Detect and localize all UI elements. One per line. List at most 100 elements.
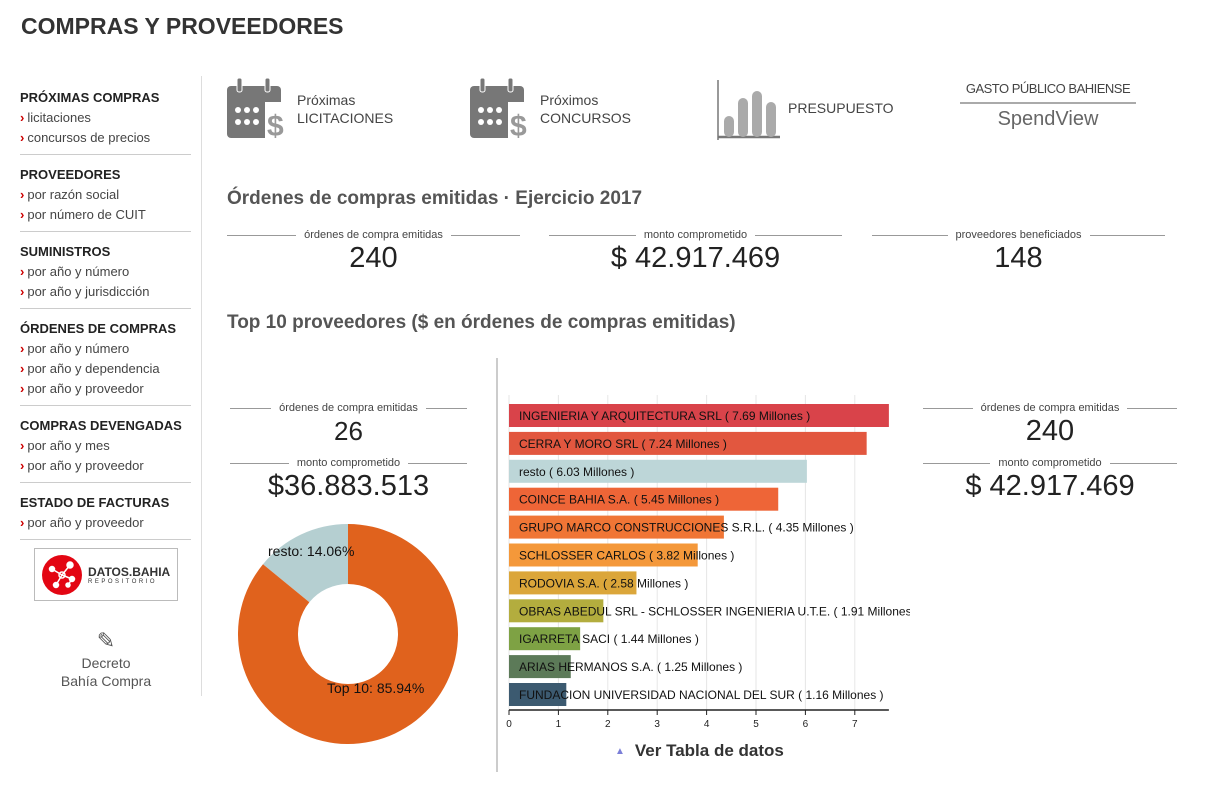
stat-value: 240	[1025, 415, 1075, 447]
nav-concursos[interactable]: $ Próximos CONCURSOS	[470, 78, 631, 140]
total-monto: monto comprometido $ 42.917.469	[923, 457, 1177, 503]
ver-tabla-button[interactable]: ▲ Ver Tabla de datos	[615, 741, 784, 761]
top10-ordenes: órdenes de compra emitidas 26	[230, 402, 467, 448]
network-icon	[42, 554, 82, 595]
chevron-right-icon: ›	[20, 341, 25, 356]
sidebar-link[interactable]: › por año y proveedor	[20, 379, 191, 399]
slice-label: resto: 14.06%	[268, 543, 354, 559]
calendar-dollar-icon: $	[227, 78, 285, 140]
bar-label: INGENIERIA Y ARQUITECTURA SRL ( 7.69 Mil…	[519, 409, 810, 423]
sidebar-link[interactable]: › concursos de precios	[20, 128, 191, 148]
decreto-line2: Bahía Compra	[60, 673, 152, 689]
stat-value: $ 42.917.469	[610, 242, 781, 274]
sidebar-heading: ESTADO DE FACTURAS	[20, 495, 170, 510]
calendar-dollar-icon: $	[470, 78, 528, 140]
bar[interactable]	[509, 655, 571, 679]
sidebar-link[interactable]: › por razón social	[20, 185, 191, 205]
total-ordenes: órdenes de compra emitidas 240	[923, 402, 1177, 448]
bar[interactable]	[509, 683, 567, 706]
nav-label-2: LICITACIONES	[297, 110, 394, 126]
bar[interactable]	[509, 543, 698, 567]
donut-slice[interactable]	[237, 524, 459, 744]
bar[interactable]	[509, 404, 889, 427]
bar-label: IGARRETA SACI ( 1.44 Millones )	[519, 632, 699, 646]
stat-value: 240	[349, 242, 398, 274]
sidebar-section: PRÓXIMAS COMPRAS › licitaciones › concursos …	[20, 86, 191, 155]
top10-monto: monto comprometido $36.883.513	[230, 457, 467, 503]
stat-value: 148	[994, 242, 1043, 274]
sidebar-link[interactable]: › por año y dependencia	[20, 359, 191, 379]
sidebar-section: PROVEEDORES › por razón social › por número …	[20, 163, 191, 232]
sidebar-link-label: por año y dependencia	[27, 361, 160, 376]
sidebar-heading: COMPRAS DEVENGADAS	[20, 418, 182, 433]
document-edit-icon: ✎	[96, 628, 116, 653]
datos-bahia-logo[interactable]: DATOS.BAHIA REPOSITORIO	[34, 548, 178, 601]
x-tick-label: 5	[753, 719, 759, 730]
bar-label: ARIAS HERMANOS S.A. ( 1.25 Millones )	[519, 660, 742, 674]
nav-label-1: Próximas	[297, 92, 356, 108]
nav-label: PRESUPUESTO	[788, 100, 894, 116]
bar[interactable]	[509, 599, 604, 623]
stat-proveedores: proveedores beneficiados 148	[872, 229, 1165, 275]
sidebar-section: ESTADO DE FACTURAS › por año y proveedor	[20, 491, 191, 540]
sidebar-link[interactable]: › por año y proveedor	[20, 456, 191, 476]
chevron-right-icon: ›	[20, 438, 25, 453]
bar-chart: INGENIERIA Y ARQUITECTURA SRL ( 7.69 Mil…	[506, 395, 910, 730]
bar-label: GRUPO MARCO CONSTRUCCIONES S.R.L. ( 4.35…	[519, 521, 854, 535]
sidebar: PRÓXIMAS COMPRAS › licitaciones › concursos …	[20, 86, 191, 548]
sidebar-link-label: por año y número	[27, 341, 130, 356]
sidebar-heading: ÓRDENES DE COMPRAS	[20, 321, 177, 336]
x-tick-label: 6	[803, 719, 809, 730]
sidebar-section: SUMINISTROS › por año y número › por año y j…	[20, 240, 191, 309]
sidebar-heading: SUMINISTROS	[20, 244, 111, 259]
nav-licitaciones[interactable]: $ Próximas LICITACIONES	[227, 78, 393, 140]
spendview-top: GASTO PÚBLICO BAHIENSE	[960, 81, 1136, 104]
stat-label: monto comprometido	[549, 229, 842, 241]
donut-slice[interactable]	[262, 524, 348, 603]
bar[interactable]	[509, 487, 779, 511]
chevron-right-icon: ›	[20, 264, 25, 279]
stat-value: 26	[334, 416, 363, 446]
spendview-bottom: SpendView	[997, 108, 1099, 130]
bar[interactable]	[509, 431, 867, 455]
sidebar-link[interactable]: › por número de CUIT	[20, 205, 191, 225]
chevron-right-icon: ›	[20, 187, 25, 202]
stat-label: monto comprometido	[923, 457, 1177, 469]
sidebar-link-label: por año y proveedor	[27, 381, 144, 396]
stat-label: órdenes de compra emitidas	[230, 402, 467, 414]
sidebar-link[interactable]: › licitaciones	[20, 108, 191, 128]
triangle-up-icon: ▲	[615, 745, 625, 757]
bar-label: RODOVIA S.A. ( 2.58 Millones )	[519, 576, 688, 590]
bar[interactable]	[509, 515, 724, 539]
ver-tabla-label: Ver Tabla de datos	[634, 741, 784, 760]
bar-chart-icon	[717, 80, 780, 140]
stat-value: $ 42.917.469	[965, 470, 1135, 502]
chevron-right-icon: ›	[20, 110, 25, 125]
sidebar-link-label: por número de CUIT	[27, 207, 146, 222]
x-tick-label: 2	[605, 719, 611, 730]
logo-sub: REPOSITORIO	[88, 578, 158, 585]
stat-ordenes: órdenes de compra emitidas 240	[227, 229, 520, 275]
logo-name: DATOS.BAHIA	[88, 564, 171, 579]
nav-spendview[interactable]: GASTO PÚBLICO BAHIENSE SpendView	[960, 81, 1136, 131]
summary-title: Órdenes de compras emitidas · Ejercicio …	[227, 188, 643, 209]
sidebar-link-label: por año y número	[27, 264, 130, 279]
bar[interactable]	[509, 627, 581, 651]
donut-chart: resto: 14.06% Top 10: 85.94%	[237, 524, 459, 744]
decreto-link[interactable]: ✎ Decreto Bahía Compra	[40, 628, 172, 690]
bar[interactable]	[509, 571, 637, 595]
sidebar-heading: PRÓXIMAS COMPRAS	[20, 90, 160, 105]
sidebar-link[interactable]: › por año y mes	[20, 436, 191, 456]
slice-label: Top 10: 85.94%	[327, 680, 424, 696]
chevron-right-icon: ›	[20, 130, 25, 145]
sidebar-link[interactable]: › por año y número	[20, 262, 191, 282]
sidebar-link[interactable]: › por año y jurisdicción	[20, 282, 191, 302]
sidebar-section: COMPRAS DEVENGADAS › por año y mes › por año…	[20, 414, 191, 483]
sidebar-link[interactable]: › por año y número	[20, 339, 191, 359]
nav-presupuesto[interactable]: PRESUPUESTO	[716, 80, 894, 140]
bar[interactable]	[509, 459, 807, 483]
chevron-right-icon: ›	[20, 207, 25, 222]
sidebar-link[interactable]: › por año y proveedor	[20, 513, 191, 533]
bar-label: SCHLOSSER CARLOS ( 3.82 Millones )	[519, 549, 734, 563]
sidebar-link-label: por año y jurisdicción	[27, 284, 150, 299]
